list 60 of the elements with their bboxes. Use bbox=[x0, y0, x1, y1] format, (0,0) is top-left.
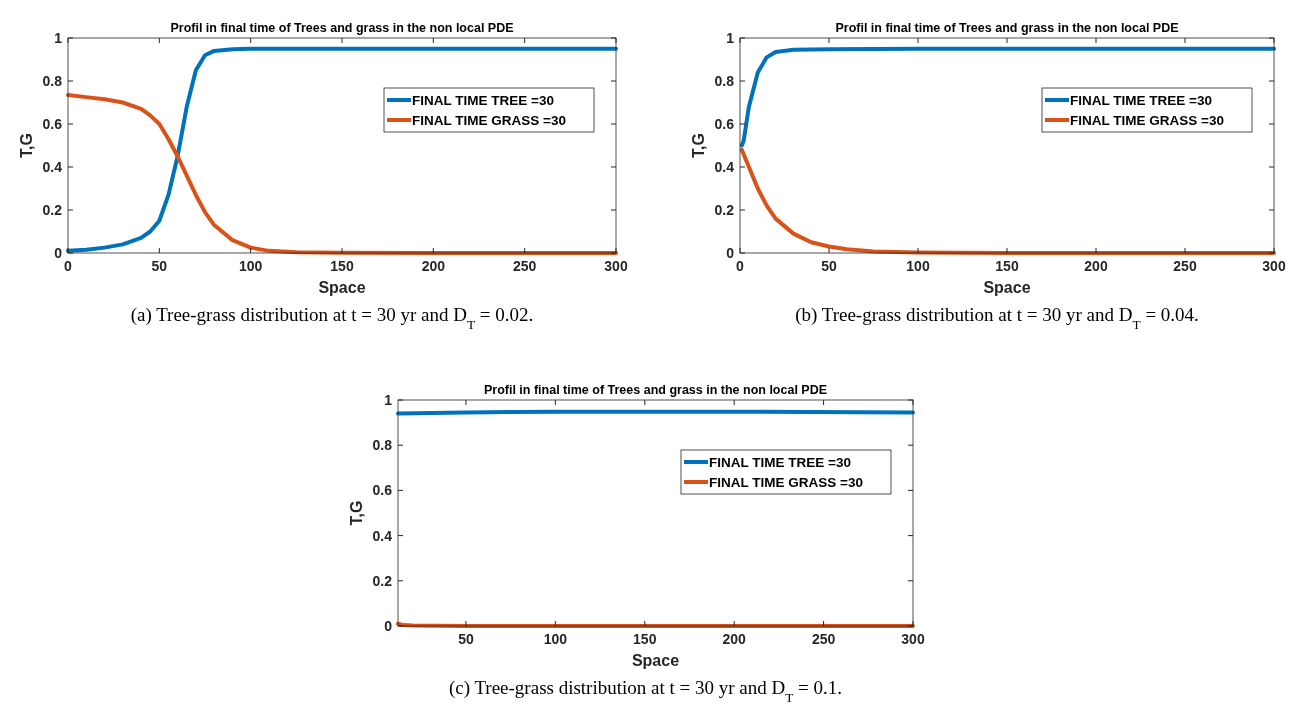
x-tick-label: 150 bbox=[995, 258, 1019, 274]
chart-title: Profil in final time of Trees and grass in the non local PDE bbox=[483, 383, 828, 397]
y-tick-label: 1 bbox=[726, 30, 735, 46]
chart-title: Profil in final time of Trees and grass in the non local PDE bbox=[170, 21, 514, 35]
y-axis-title: T,G bbox=[348, 500, 365, 526]
x-tick-label: 50 bbox=[151, 258, 168, 274]
x-tick-label: 50 bbox=[821, 258, 837, 274]
x-tick-label: 200 bbox=[421, 258, 446, 274]
x-tick-label: 300 bbox=[604, 258, 628, 274]
x-tick-label: 50 bbox=[458, 631, 474, 647]
x-tick-label: 100 bbox=[543, 631, 568, 647]
text: (c) Tree-grass distribution at t = 30 yr and D$_{T}$ = 0.1. bbox=[448, 677, 843, 705]
line-series bbox=[739, 147, 1276, 255]
x-tick-label: 100 bbox=[238, 258, 263, 274]
legend-label: FINAL TIME GRASS =30 bbox=[1070, 113, 1224, 128]
x-axis-title: Space bbox=[631, 652, 680, 669]
y-tick-label: 0.4 bbox=[42, 159, 63, 175]
x-axis-title: Space bbox=[318, 279, 366, 296]
y-axis-title: T,G bbox=[18, 133, 35, 158]
chart-title: Profil in final time of Trees and grass in the non local PDE bbox=[835, 21, 1179, 35]
y-tick-label: 0.8 bbox=[42, 73, 63, 89]
line-series bbox=[66, 92, 618, 255]
text: (a) Tree-grass distribution at t = 30 yr and D$_{T}$ = 0.02. bbox=[130, 304, 534, 332]
x-tick-label: 200 bbox=[1084, 258, 1108, 274]
y-tick-label: 0.6 bbox=[372, 482, 393, 499]
x-tick-label: 100 bbox=[906, 258, 930, 274]
y-tick-label: 1 bbox=[54, 30, 63, 46]
legend-label: FINAL TIME TREE =30 bbox=[1070, 93, 1212, 108]
y-tick-label: 0.4 bbox=[714, 159, 735, 175]
x-tick-label: 300 bbox=[1262, 258, 1286, 274]
y-tick-label: 0.8 bbox=[714, 73, 735, 89]
y-tick-label: 0.4 bbox=[372, 527, 393, 544]
text: (b) Tree-grass distribution at t = 30 yr and D$_{T}$ = 0.04. bbox=[795, 304, 1199, 332]
legend-label: FINAL TIME TREE =30 bbox=[709, 455, 851, 470]
line-series bbox=[739, 46, 1276, 148]
y-tick-label: 0.6 bbox=[714, 116, 735, 132]
x-tick-label: 300 bbox=[901, 631, 925, 647]
y-tick-label: 0.2 bbox=[42, 202, 63, 218]
y-axis-title: T,G bbox=[690, 133, 707, 158]
y-tick-label: 0 bbox=[726, 245, 735, 261]
y-tick-label: 0.6 bbox=[42, 116, 63, 132]
y-tick-label: 0.2 bbox=[714, 202, 735, 218]
y-tick-label: 0 bbox=[54, 245, 63, 261]
x-tick-label: 0 bbox=[736, 258, 745, 274]
x-tick-label: 150 bbox=[330, 258, 354, 274]
y-tick-label: 0.2 bbox=[372, 572, 393, 589]
legend-label: FINAL TIME GRASS =30 bbox=[709, 475, 863, 490]
y-tick-label: 1 bbox=[384, 392, 393, 408]
line-series bbox=[66, 46, 618, 253]
legend-label: FINAL TIME GRASS =30 bbox=[412, 113, 566, 128]
x-tick-label: 0 bbox=[64, 258, 73, 274]
legend-label: FINAL TIME TREE =30 bbox=[412, 93, 554, 108]
x-axis-title: Space bbox=[983, 279, 1031, 296]
x-tick-label: 250 bbox=[811, 631, 836, 647]
y-tick-label: 0.8 bbox=[372, 437, 393, 454]
x-tick-label: 150 bbox=[633, 631, 657, 647]
x-tick-label: 250 bbox=[512, 258, 537, 274]
y-tick-label: 0 bbox=[384, 618, 393, 634]
x-tick-label: 250 bbox=[1173, 258, 1197, 274]
x-tick-label: 200 bbox=[722, 631, 747, 647]
